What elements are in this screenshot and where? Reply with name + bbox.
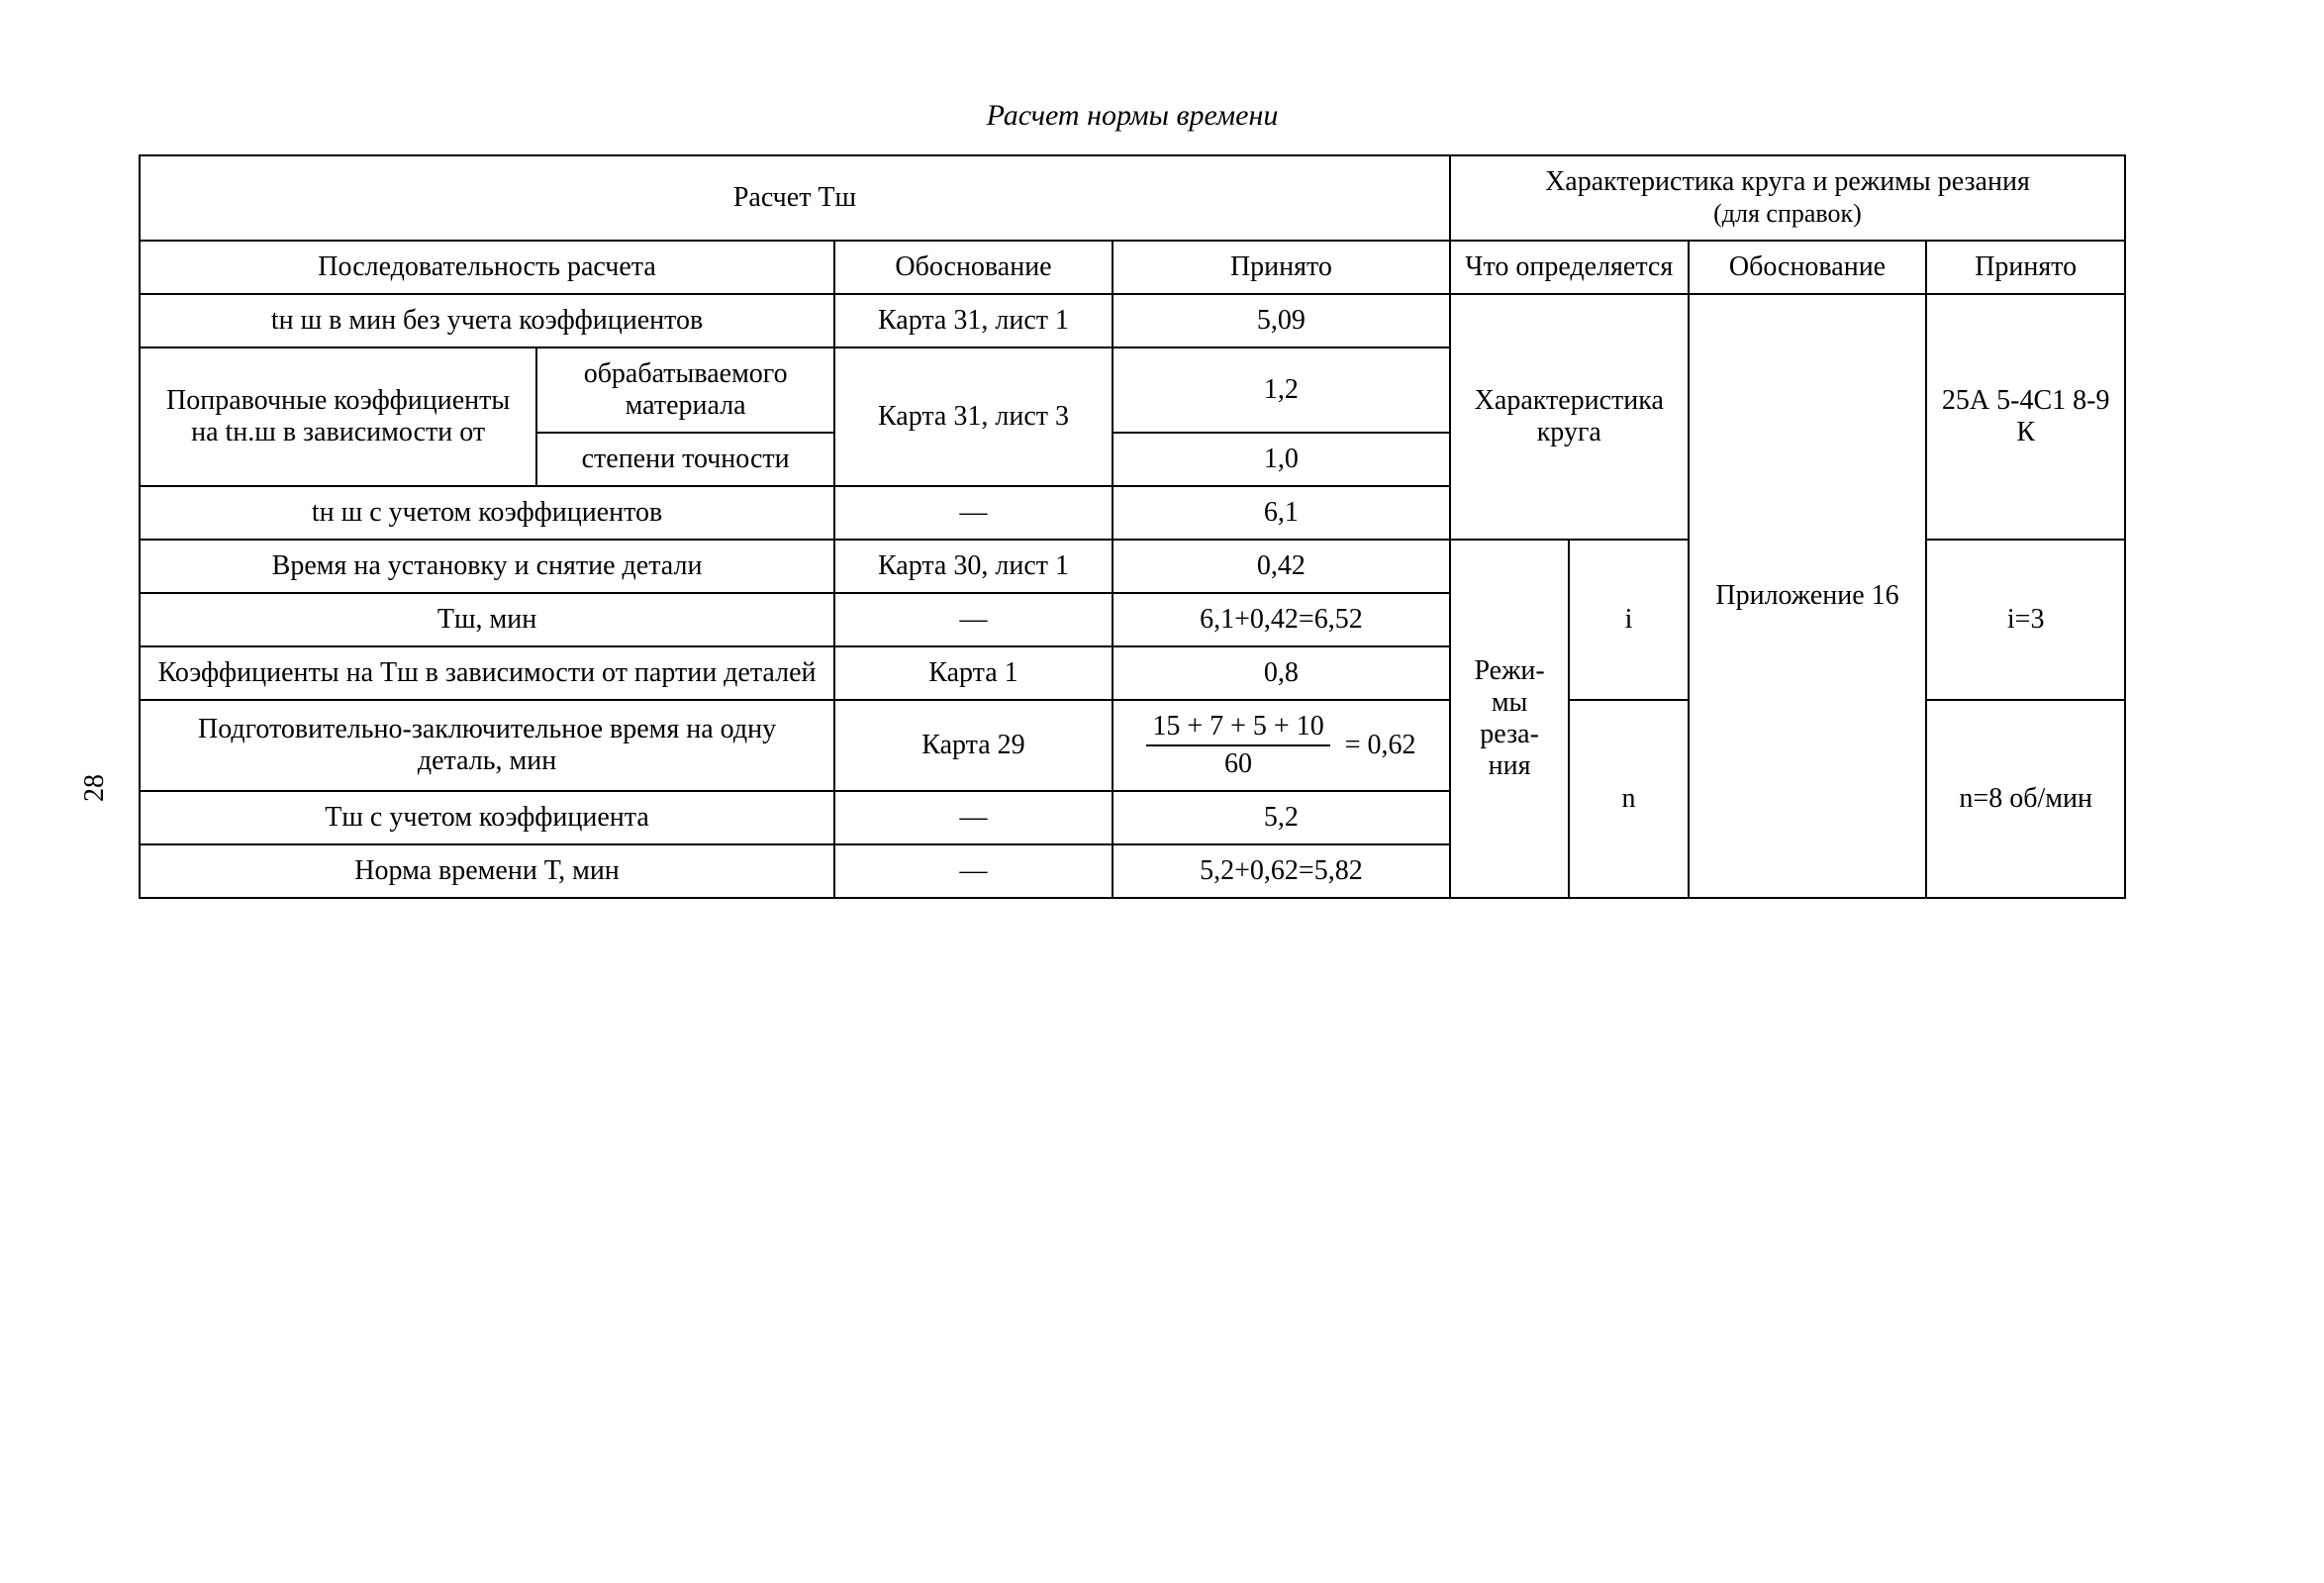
fraction-numerator: 15 + 7 + 5 + 10 [1146,711,1329,746]
cell-coeff-sub: обрабатываемого материала [536,347,834,433]
cell-accepted-fraction: 15 + 7 + 5 + 10 60 = 0,62 [1113,700,1450,791]
cell-basis: Карта 31, лист 3 [834,347,1113,486]
cell-sub-n-val: n=8 об/мин [1926,700,2125,898]
cell-right-accepted-1: 25А 5-4С1 8-9 К [1926,294,2125,540]
cell-basis: Карта 31, лист 1 [834,294,1113,347]
cell-accepted: 0,8 [1113,646,1450,700]
cell-accepted: 6,1 [1113,486,1450,540]
cell-accepted: 0,42 [1113,540,1450,593]
cell-right-basis: Приложение 16 [1689,294,1927,898]
table-row: tн ш в мин без учета коэффициентов Карта… [140,294,2125,347]
cell-basis: — [834,593,1113,646]
cell-sub-i-label: i [1569,540,1688,700]
page: 28 Расчет нормы времени Расчет Тш Характ… [0,0,2324,1583]
header-accepted: Принято [1113,241,1450,294]
fraction-result: = 0,62 [1345,730,1416,761]
cell-accepted: 1,2 [1113,347,1450,433]
cell-basis: — [834,791,1113,844]
cell-basis: Карта 29 [834,700,1113,791]
cell-basis: — [834,486,1113,540]
cell-what-1: Характери­стика круга [1450,294,1689,540]
fraction: 15 + 7 + 5 + 10 60 [1146,711,1329,780]
cell-seq: Время на установку и снятие детали [140,540,834,593]
fraction-denominator: 60 [1146,746,1329,780]
header-right-group-title: Характеристика круга и режимы резания [1545,166,2030,197]
header-row-1: Расчет Тш Характеристика круга и режимы … [140,155,2125,241]
cell-basis: Карта 1 [834,646,1113,700]
cell-seq: Тш с учетом коэффициента [140,791,834,844]
cell-basis: Карта 30, лист 1 [834,540,1113,593]
cell-accepted: 1,0 [1113,433,1450,486]
header-seq: Последовательность расчета [140,241,834,294]
header-right-group-sub: (для справок) [1713,199,1862,228]
cell-seq: Тш, мин [140,593,834,646]
header-right-group: Характеристика круга и режимы резания (д… [1450,155,2125,241]
cell-seq: Коэффициенты на Тш в зависимости от парт… [140,646,834,700]
cell-sub-i-val: i=3 [1926,540,2125,700]
cell-what-2: Режи­мы реза­ния [1450,540,1569,898]
cell-basis: — [834,844,1113,898]
cell-accepted: 5,2 [1113,791,1450,844]
calculation-table: Расчет Тш Характеристика круга и режимы … [139,154,2126,899]
header-row-2: Последовательность расчета Обоснование П… [140,241,2125,294]
cell-seq: Подготовительно-заключительное время на … [140,700,834,791]
cell-accepted: 6,1+0,42=6,52 [1113,593,1450,646]
cell-seq: tн ш в мин без учета коэффициентов [140,294,834,347]
cell-seq: Норма времени Т, мин [140,844,834,898]
header-left-group: Расчет Тш [140,155,1450,241]
cell-accepted: 5,09 [1113,294,1450,347]
cell-coeff-sub: степени точности [536,433,834,486]
header-what: Что определя­ется [1450,241,1689,294]
cell-seq: tн ш с учетом коэффициентов [140,486,834,540]
page-number: 28 [79,774,111,802]
cell-coeff-label: Поправочные ко­эффициенты на tн.ш в зави… [140,347,536,486]
table-title: Расчет нормы времени [139,99,2126,133]
cell-accepted: 5,2+0,62=5,82 [1113,844,1450,898]
header-accepted2: Принято [1926,241,2125,294]
header-basis2: Обоснование [1689,241,1927,294]
cell-sub-n-label: n [1569,700,1688,898]
header-basis: Обоснование [834,241,1113,294]
